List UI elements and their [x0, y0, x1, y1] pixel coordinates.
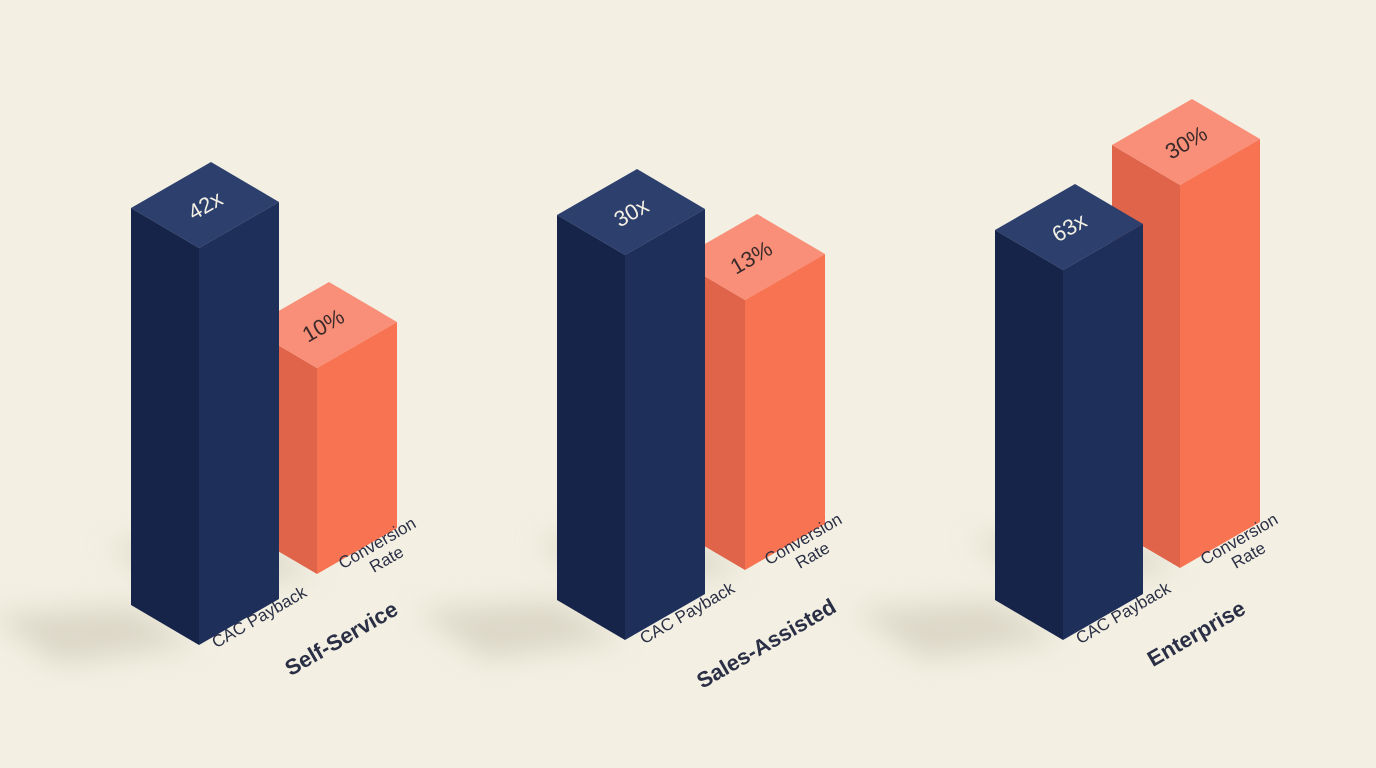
enterprise-cac-payback-bar-right-face	[1063, 224, 1143, 640]
sales-assisted-cac-payback-bar-shadow	[415, 600, 625, 660]
enterprise-category-label: Enterprise	[1143, 595, 1250, 671]
sales-assisted-conversion-rate-bar-right-face	[745, 254, 825, 570]
self-service-cac-payback-bar-right-face	[199, 202, 279, 645]
sales-assisted-cac-payback-bar-top-face	[557, 169, 705, 255]
sales-assisted-cac-payback-bar-left-face	[557, 215, 625, 640]
enterprise-cac-payback-bar-top-face	[995, 184, 1143, 270]
self-service-cac-payback-bar-left-face	[131, 208, 199, 645]
sales-assisted-cac-payback-bar: 30x	[557, 169, 705, 640]
enterprise-conversion-rate-bar-right-face	[1180, 139, 1260, 568]
self-service-conversion-rate-bar-top-face	[249, 282, 397, 368]
self-service-category-label: Self-Service	[280, 596, 402, 681]
enterprise-conversion-rate-bar-top-face	[1112, 99, 1260, 185]
sales-assisted-cac-payback-bar-right-face	[625, 209, 705, 640]
sales-assisted-category-label: Sales-Assisted	[692, 594, 840, 694]
enterprise-cac-payback-bar-left-face	[995, 230, 1063, 640]
self-service-cac-payback-bar-top-face	[131, 162, 279, 248]
enterprise-cac-payback-bar: 63x	[995, 184, 1143, 640]
self-service-conversion-rate-bar-right-face	[317, 322, 397, 574]
enterprise-cac-payback-bar-shadow	[853, 600, 1063, 660]
self-service-cac-payback-bar: 42x	[131, 162, 279, 645]
sales-assisted-conversion-rate-bar-top-face	[677, 214, 825, 300]
self-service-cac-payback-bar-shadow	[0, 605, 199, 665]
